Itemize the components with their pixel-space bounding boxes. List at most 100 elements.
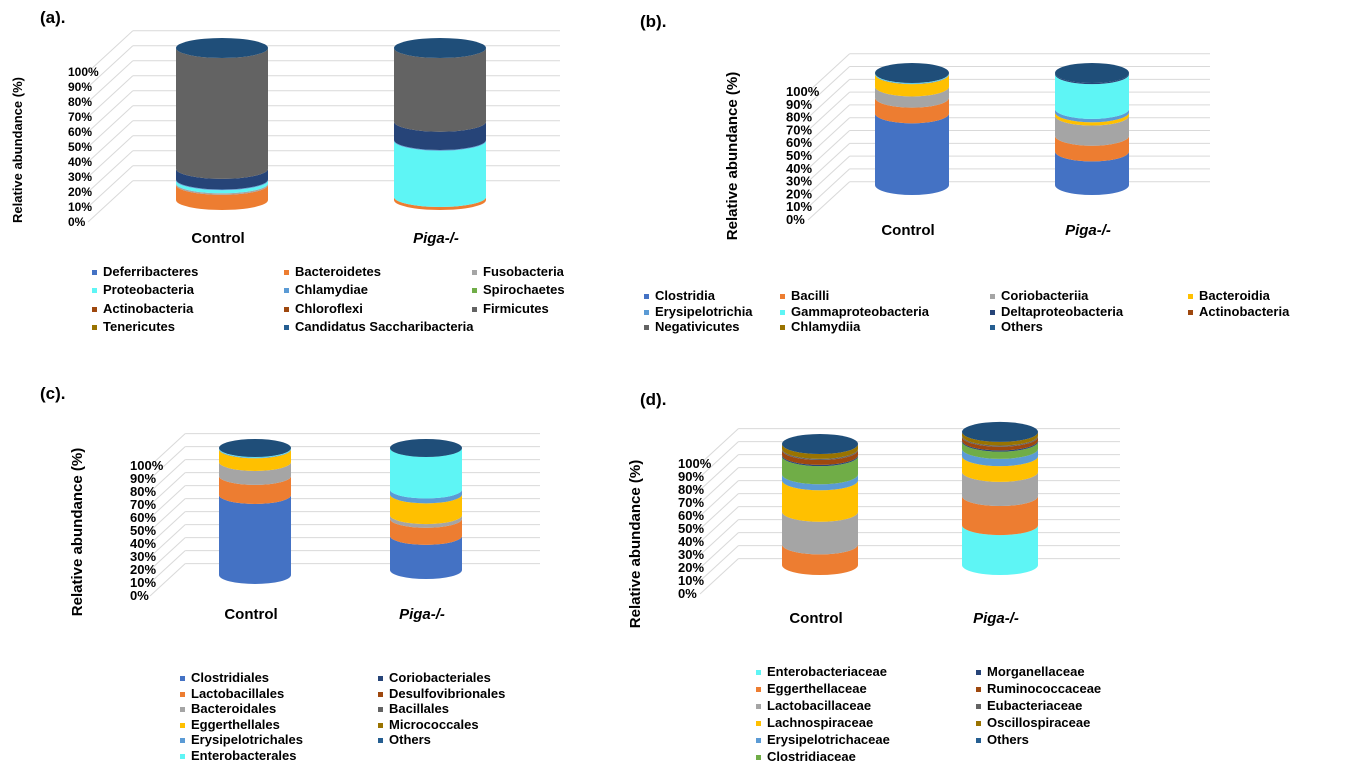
bar-segment-lachnospiraceae <box>962 456 1038 482</box>
bar-segment-clostridiales <box>390 535 462 579</box>
legend-swatch <box>990 309 995 315</box>
cylinder-top <box>219 439 291 457</box>
y-tick-label: 90% <box>68 80 92 94</box>
gridline-diagonal <box>87 45 134 88</box>
gridline-diagonal <box>807 91 850 131</box>
legend-swatch <box>780 294 785 300</box>
y-tick-label: 40% <box>68 155 92 169</box>
bar-segment-firmicutes <box>176 48 268 179</box>
legend-swatch <box>180 691 185 697</box>
legend-item: Eubacteriaceae <box>976 698 1082 713</box>
bar-segment-clostridiaceae <box>962 441 1038 459</box>
legend-item: Fusobacteria <box>472 264 564 279</box>
legend-label: Coriobacteriia <box>1001 288 1089 303</box>
stacked-cylinder <box>390 439 462 579</box>
gridline-diagonal <box>149 563 186 597</box>
stacked-cylinder <box>782 434 858 575</box>
chart-panel-c: (c). Relative abundance (%) 0% 10% 20% 30% 40… <box>0 382 680 764</box>
legend-item: Chloroflexi <box>284 301 363 316</box>
legend-swatch <box>284 324 289 330</box>
legend-item: Others <box>990 319 1043 334</box>
gridline-diagonal <box>699 441 739 478</box>
legend-label: Actinobacteria <box>103 300 194 316</box>
gridline-diagonal <box>699 480 739 517</box>
legend-swatch <box>976 670 981 676</box>
y-tick-label: 20% <box>130 562 156 577</box>
bar-segment-bacteroidetes <box>394 196 487 210</box>
chart-panel-d: (d). Relative abundance (%) 0% 10% 20% 30% 40… <box>627 382 1360 764</box>
legend-label: Actinobacteria <box>1199 303 1290 319</box>
bar-segment-lactobacillaceae <box>962 471 1038 507</box>
y-tick-label: 30% <box>68 170 92 184</box>
legend-item: Bacteroidetes <box>284 264 381 279</box>
cylinder-top <box>394 38 486 58</box>
bar-segment-erysipelotrichales <box>390 489 462 504</box>
legend-item: Others <box>976 732 1029 747</box>
gridline-diagonal <box>87 165 134 208</box>
legend-swatch <box>180 738 185 744</box>
legend-label: Bacteroidia <box>1199 288 1270 303</box>
gridline-diagonal <box>807 155 850 195</box>
y-tick-label: 30% <box>786 174 812 189</box>
bar-segment-eggerthellaceae <box>962 496 1038 536</box>
gridline-diagonal <box>87 105 134 148</box>
gridline-diagonal <box>807 130 850 170</box>
legend-item: Proteobacteria <box>92 282 194 297</box>
legend-label: Enterobacterales <box>191 747 297 763</box>
y-tick-label: 60% <box>678 508 704 523</box>
y-tick-label: 70% <box>130 497 156 512</box>
y-tick-label: 60% <box>786 135 812 150</box>
bar-segment-eggerthellales <box>390 494 462 525</box>
bar-segment-ruminococcaceae <box>962 436 1038 451</box>
chart-svg: Relative abundance (%) 0%10%20%30%40%50%6… <box>10 30 560 247</box>
legend-item: Bacilli <box>780 288 829 303</box>
y-tick-label: 80% <box>678 482 704 497</box>
gridline-diagonal <box>149 498 186 532</box>
legend-swatch <box>472 270 477 276</box>
y-tick-label: 50% <box>678 521 704 536</box>
legend-item: Spirochaetes <box>472 282 565 297</box>
legend-label: Lactobacillales <box>191 685 285 701</box>
legend-swatch <box>378 676 383 682</box>
legend-swatch <box>1188 294 1193 300</box>
legend-label: Candidatus Saccharibacteria <box>295 318 474 334</box>
legend-item: Bacillales <box>378 701 449 716</box>
bar-segment-eggerthellaceae <box>782 544 858 575</box>
y-tick-label: 60% <box>130 510 156 525</box>
legend-label: Bacteroidales <box>191 701 277 716</box>
gridline-diagonal <box>699 532 739 569</box>
y-tick-label: 100% <box>130 458 164 473</box>
gridline-diagonal <box>699 506 739 543</box>
gridline-diagonal <box>87 75 134 118</box>
y-tick-label: 0% <box>68 215 86 229</box>
legend-label: Deferribacteres <box>103 264 199 279</box>
y-tick-label: 100% <box>678 456 712 471</box>
gridline-diagonal <box>149 459 186 493</box>
legend-item: Clostridiales <box>180 670 269 685</box>
y-tick-label: 70% <box>68 110 92 124</box>
legend-swatch <box>976 738 981 744</box>
y-tick-label: 30% <box>130 549 156 564</box>
legend-label: Tenericutes <box>103 318 176 334</box>
gridline-diagonal <box>87 180 134 223</box>
chart-panel-a: (a). Relative abundance (%) 0% 10% 20% 30% 40… <box>0 0 680 382</box>
bar-segment-bacteroidia <box>875 74 949 97</box>
chart-svg: Relative abundance (%) 0%10%20%30%40%50%6… <box>69 433 540 623</box>
y-axis-title: Relative abundance (%) <box>627 460 644 628</box>
legend-swatch <box>92 324 97 330</box>
legend-swatch <box>990 325 995 331</box>
gridline-diagonal <box>699 558 739 595</box>
gridline-diagonal <box>149 472 186 506</box>
gridline-diagonal <box>807 66 850 106</box>
bar-segment-oscillospiraceae <box>782 444 858 459</box>
legend-item: Coriobacteriales <box>378 670 491 685</box>
bar-segment-proteobacteria <box>176 180 268 194</box>
legend-label: Erysipelotrichia <box>655 303 753 319</box>
legend-swatch <box>92 288 97 294</box>
legend-item: Lactobacillales <box>180 686 284 701</box>
stacked-cylinder <box>176 38 268 210</box>
legend-swatch <box>1188 309 1193 315</box>
y-tick-label: 70% <box>786 122 812 137</box>
legend-label: Erysipelotrichaceae <box>767 732 890 747</box>
legend-label: Gammaproteobacteria <box>791 303 929 319</box>
